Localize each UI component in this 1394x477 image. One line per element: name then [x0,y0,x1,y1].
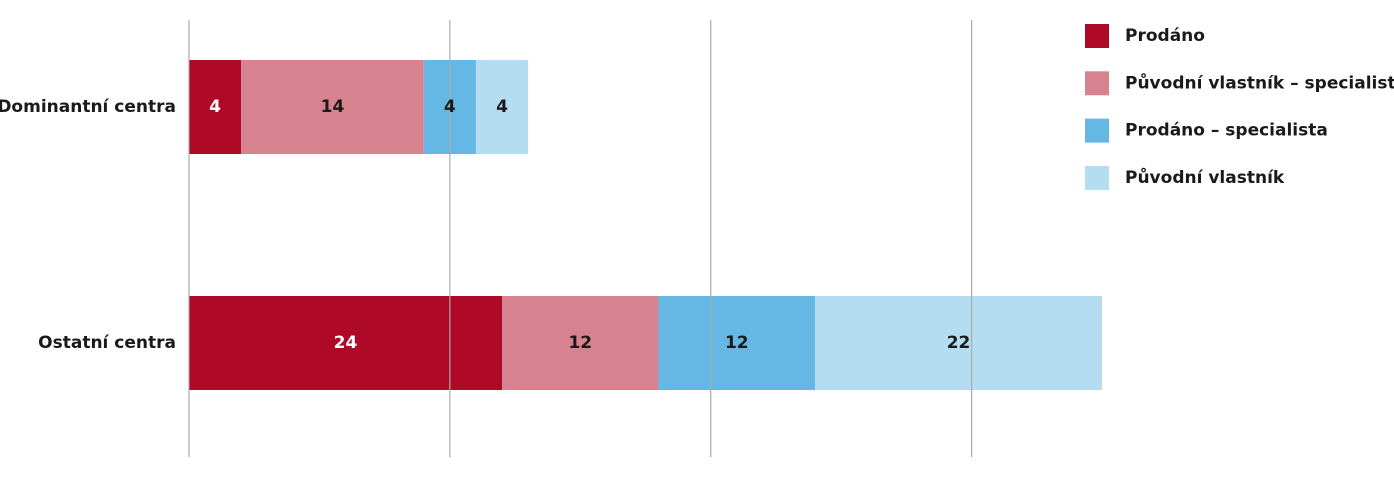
bar-segment [815,296,1102,390]
bar-segment [475,60,529,154]
legend-swatch [1085,71,1109,96]
legend-label: Prodáno [1125,26,1205,46]
legend-swatch [1085,24,1109,48]
legend-label: Původní vlastník – specialista [1125,71,1394,93]
legend-label: Prodáno – specialista [1125,121,1328,141]
bar-segment [189,60,242,154]
data-label: 14 [321,97,345,117]
data-label: 24 [334,333,358,353]
category-label: Dominantní centra [0,97,176,117]
data-label: 12 [725,333,749,353]
legend-swatch [1085,165,1109,190]
category-label: Ostatní centra [38,333,176,353]
legend-swatch [1085,118,1109,143]
data-label: 4 [209,97,221,117]
data-label: 22 [947,333,971,353]
legend-label: Původní vlastník [1125,166,1285,188]
data-label: 4 [496,97,508,117]
bar-segment [502,296,659,390]
data-label: 12 [568,333,592,353]
bar-segment [658,296,816,390]
bar-segment [241,60,424,154]
data-label: 4 [444,97,456,117]
